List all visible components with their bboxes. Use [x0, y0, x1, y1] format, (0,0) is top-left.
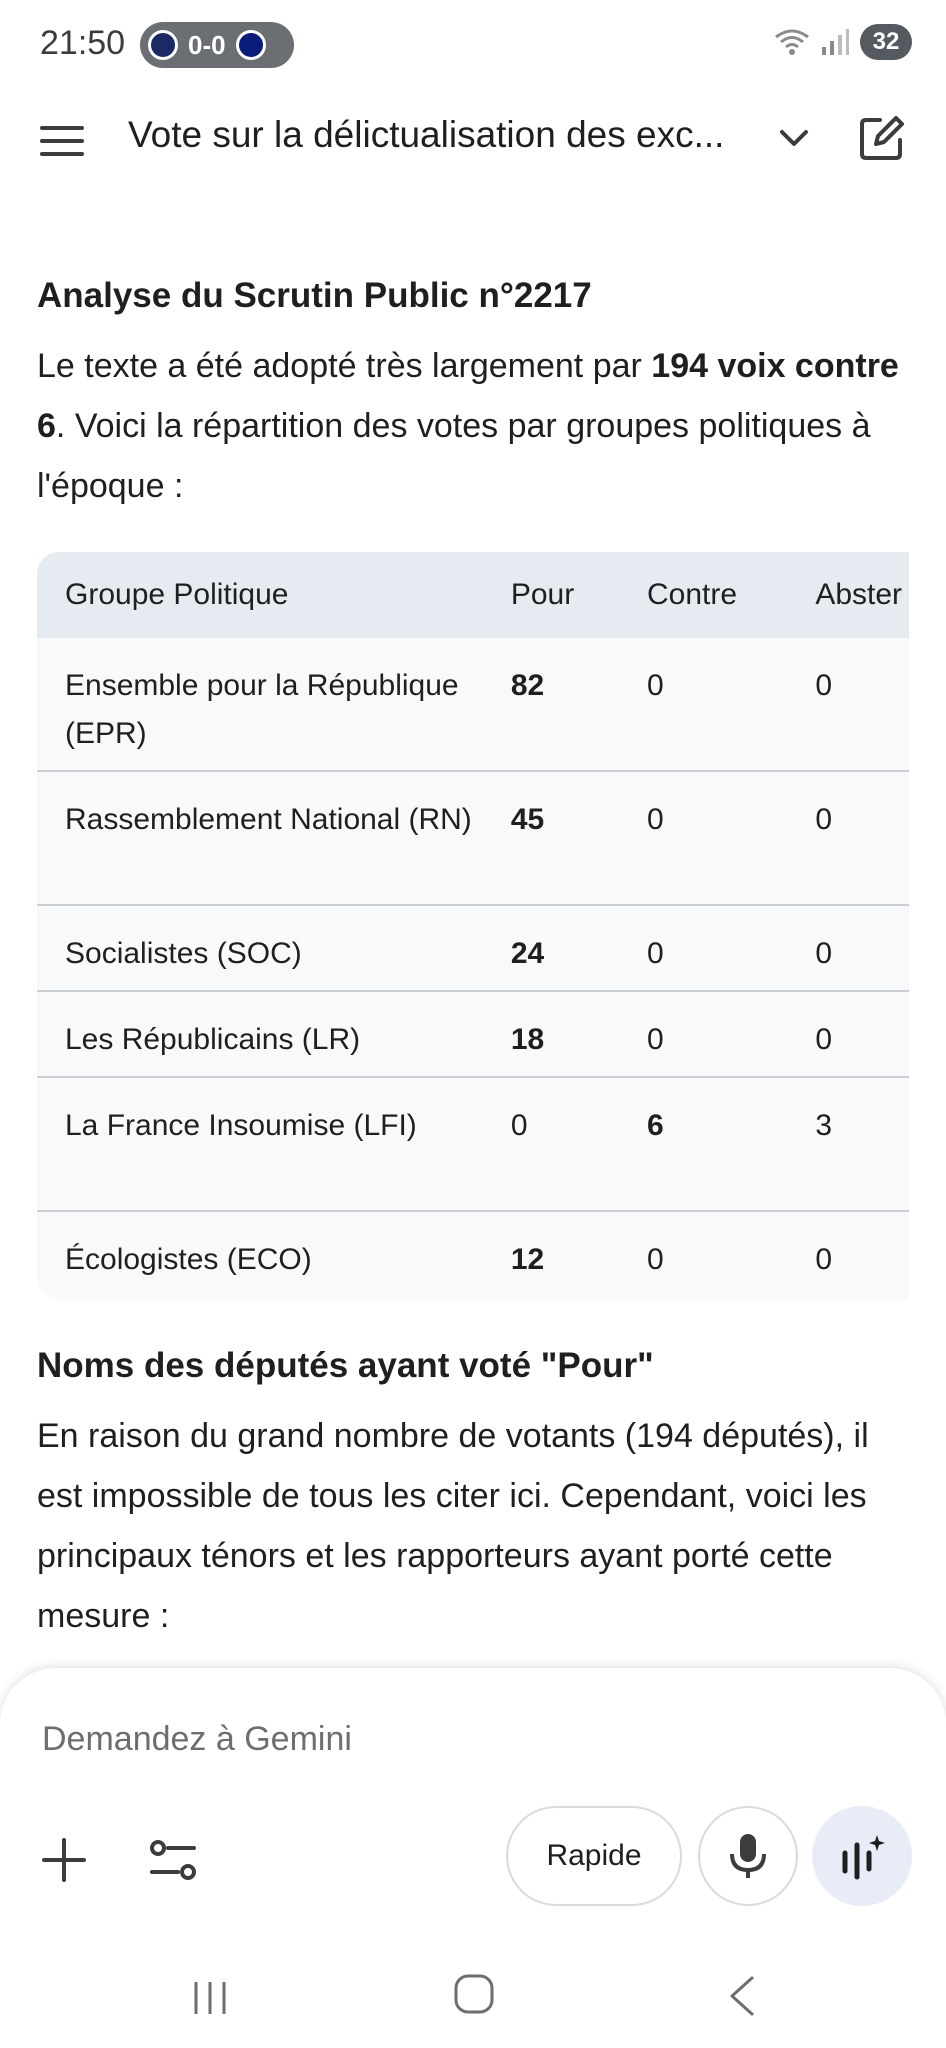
status-bar: 21:50 0-0 32 — [0, 0, 946, 92]
cell-contre: 0 — [646, 1023, 664, 1056]
cell-pour: 0 — [510, 1109, 528, 1142]
header-group: Groupe Politique — [37, 552, 511, 638]
wifi-icon — [775, 29, 809, 55]
table-row: Écologistes (ECO) 12 0 0 — [37, 1210, 909, 1296]
intro-text-end: . Voici la répartition des votes par gro… — [37, 407, 871, 505]
mic-button[interactable] — [698, 1806, 798, 1906]
cell-pour: 24 — [510, 937, 545, 970]
header-abstention: Abster — [815, 552, 909, 638]
deputies-paragraph: En raison du grand nombre de votants (19… — [37, 1417, 869, 1635]
match-score: 0-0 — [188, 29, 226, 60]
response-content: Analyse du Scrutin Public n°2217 Le text… — [37, 270, 909, 516]
status-indicators: 32 — [774, 24, 912, 60]
header-contre: Contre — [646, 552, 816, 638]
home-icon[interactable] — [452, 1972, 496, 2016]
cell-group: Ensemble pour la République (EPR) — [65, 669, 459, 750]
battery-indicator: 32 — [860, 24, 912, 60]
table-row: Les Républicains (LR) 18 0 0 — [37, 990, 909, 1077]
section-heading: Analyse du Scrutin Public n°2217 — [37, 276, 592, 315]
cell-abst: 0 — [815, 937, 833, 970]
system-nav-bar — [0, 1948, 946, 2048]
table-row: Socialistes (SOC) 24 0 0 — [37, 904, 909, 991]
atalanta-logo-icon — [148, 30, 178, 60]
intro-text-start: Le texte a été adopté très largement par — [37, 347, 652, 385]
prompt-input[interactable]: Demandez à Gemini — [42, 1720, 352, 1758]
menu-icon[interactable] — [40, 124, 84, 158]
cell-group: Socialistes (SOC) — [65, 937, 302, 970]
cell-group: La France Insoumise (LFI) — [65, 1109, 417, 1142]
intro-paragraph: Le texte a été adopté très largement par… — [37, 336, 909, 516]
cell-abst: 0 — [815, 1023, 833, 1056]
chevron-down-icon[interactable] — [776, 120, 812, 156]
cell-contre: 0 — [646, 669, 664, 702]
header-pour: Pour — [510, 552, 647, 638]
prompt-panel: Demandez à Gemini Rapide — [0, 1668, 946, 2048]
app-bar: Vote sur la délictualisation des exc... — [0, 96, 946, 180]
table-row: Ensemble pour la République (EPR) 82 0 0 — [37, 638, 909, 771]
signal-icon — [822, 29, 849, 55]
cell-contre: 0 — [646, 1243, 664, 1276]
table-header-row: Groupe Politique Pour Contre Abster — [37, 552, 909, 638]
live-score-pill[interactable]: 0-0 — [140, 22, 294, 68]
table-row: La France Insoumise (LFI) 0 6 3 — [37, 1076, 909, 1211]
mic-icon — [730, 1834, 766, 1878]
conversation-title[interactable]: Vote sur la délictualisation des exc... — [128, 114, 725, 155]
cell-abst: 0 — [815, 803, 833, 836]
edit-icon[interactable] — [858, 114, 906, 162]
status-time: 21:50 — [40, 24, 126, 62]
cell-pour: 45 — [510, 803, 545, 836]
cell-abst: 0 — [815, 1243, 833, 1276]
inter-logo-icon — [235, 30, 266, 60]
recents-icon[interactable] — [190, 1978, 230, 2018]
intro-highlight: 194 voix contre 6 — [37, 347, 899, 445]
cell-pour: 12 — [510, 1243, 545, 1276]
cell-group: Rassemblement National (RN) — [65, 803, 472, 836]
cell-contre: 0 — [646, 803, 664, 836]
deputies-section: Noms des députés ayant voté "Pour" En ra… — [37, 1340, 909, 1646]
live-button[interactable] — [812, 1806, 912, 1906]
cell-group: Les Républicains (LR) — [65, 1023, 361, 1056]
cell-pour: 82 — [510, 669, 545, 702]
mode-selector-button[interactable]: Rapide — [506, 1806, 682, 1906]
votes-table: Groupe Politique Pour Contre Abster Ense… — [37, 552, 909, 1296]
plus-icon[interactable] — [40, 1836, 88, 1884]
back-icon[interactable] — [724, 1974, 760, 2018]
table-row: Rassemblement National (RN) 45 0 0 — [37, 770, 909, 905]
cell-group: Écologistes (ECO) — [65, 1243, 312, 1276]
tools-icon[interactable] — [148, 1836, 198, 1884]
cell-abst: 0 — [815, 669, 833, 702]
live-icon — [842, 1835, 885, 1880]
votes-table-scroll[interactable]: Groupe Politique Pour Contre Abster Ense… — [37, 552, 909, 1300]
section-heading-2: Noms des députés ayant voté "Pour" — [37, 1346, 654, 1385]
cell-pour: 18 — [510, 1023, 545, 1056]
cell-contre: 6 — [646, 1109, 664, 1142]
cell-contre: 0 — [646, 937, 664, 970]
cell-abst: 3 — [815, 1109, 833, 1142]
